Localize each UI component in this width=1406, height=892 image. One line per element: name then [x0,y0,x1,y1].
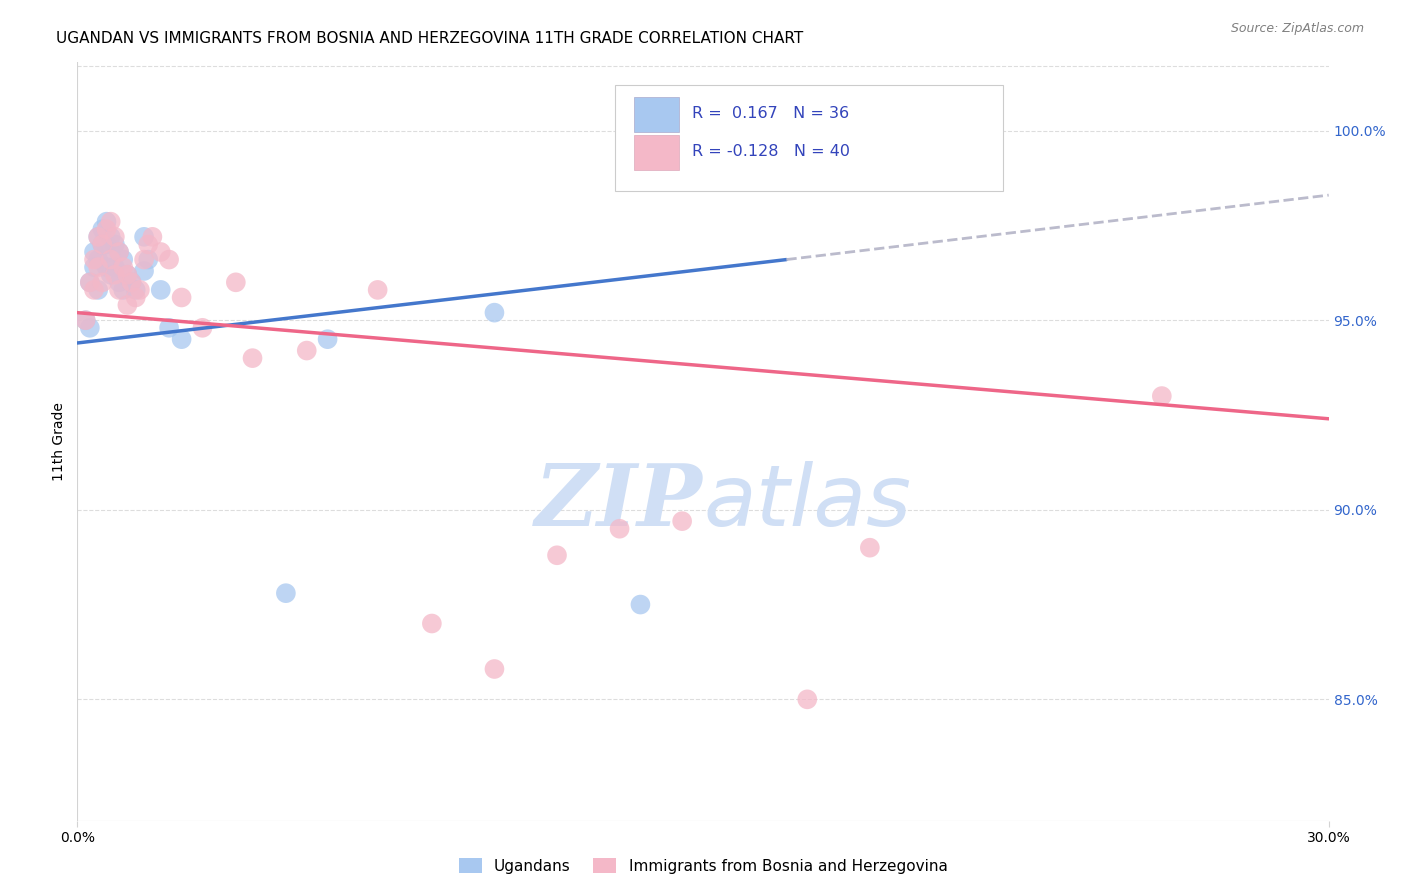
Point [1150,389,1173,403]
Point [96,214,118,228]
Point [157,320,180,334]
Point [170,332,193,346]
Point [225,275,247,289]
FancyBboxPatch shape [616,85,1004,191]
Point [671,514,693,528]
Text: atlas: atlas [703,460,911,544]
Point [170,290,193,304]
Point [117,268,139,282]
Point [108,275,131,289]
Point [79,320,101,334]
FancyBboxPatch shape [634,97,679,132]
Point [91,237,114,252]
Point [87,283,110,297]
Point [132,264,155,278]
Point [316,332,339,346]
Point [157,252,180,267]
Point [420,616,443,631]
Point [295,343,318,358]
Point [141,229,163,244]
Point [546,548,568,562]
Point [274,586,297,600]
Point [484,305,506,319]
Point [79,275,101,289]
Point [149,283,172,297]
Point [100,252,122,267]
Point [149,244,172,259]
Point [75,313,97,327]
Point [104,229,127,244]
Point [136,237,159,252]
Point [121,275,143,289]
Point [104,237,127,252]
Point [96,237,118,252]
Point [100,268,122,282]
Text: R = -0.128   N = 40: R = -0.128 N = 40 [692,144,849,159]
Point [117,298,139,312]
Point [91,222,114,236]
Point [83,260,105,274]
Point [859,541,882,555]
Point [484,662,506,676]
Point [132,252,155,267]
Point [112,252,135,267]
Text: R =  0.167   N = 36: R = 0.167 N = 36 [692,106,849,120]
Point [242,351,264,365]
Point [100,229,122,244]
Point [129,283,152,297]
Point [87,229,110,244]
Point [108,244,131,259]
Point [75,313,97,327]
Point [713,120,735,134]
FancyBboxPatch shape [634,136,679,170]
Point [96,222,118,236]
Point [96,260,118,274]
Point [108,244,131,259]
Y-axis label: 11th Grade: 11th Grade [52,402,66,481]
Legend: Ugandans, Immigrants from Bosnia and Herzegovina: Ugandans, Immigrants from Bosnia and Her… [453,852,953,880]
Point [630,598,652,612]
Point [83,283,105,297]
Point [104,268,127,282]
Point [136,252,159,267]
Text: UGANDAN VS IMMIGRANTS FROM BOSNIA AND HERZEGOVINA 11TH GRADE CORRELATION CHART: UGANDAN VS IMMIGRANTS FROM BOSNIA AND HE… [56,31,803,46]
Point [609,522,631,536]
Point [108,283,131,297]
Point [117,268,139,282]
Point [83,252,105,267]
Text: Source: ZipAtlas.com: Source: ZipAtlas.com [1230,22,1364,36]
Point [79,275,101,289]
Text: ZIP: ZIP [536,460,703,544]
Point [100,214,122,228]
Point [367,283,389,297]
Point [104,260,127,274]
Point [125,283,148,297]
Point [87,252,110,267]
Point [83,244,105,259]
Point [132,229,155,244]
Point [100,244,122,259]
Point [191,320,214,334]
Point [121,275,143,289]
Point [796,692,818,706]
Point [112,283,135,297]
Point [87,260,110,274]
Point [87,229,110,244]
Point [91,275,114,289]
Point [125,290,148,304]
Point [91,237,114,252]
Point [112,260,135,274]
